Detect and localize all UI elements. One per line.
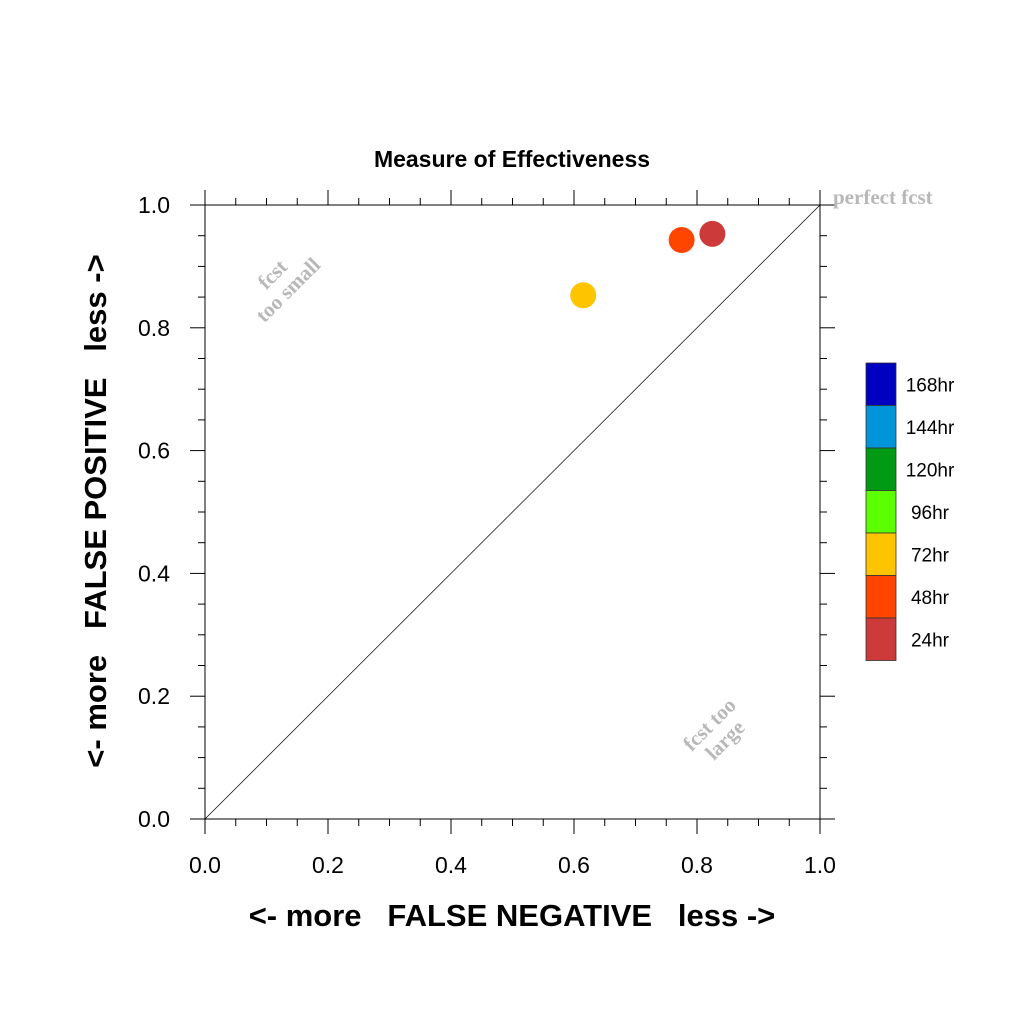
- reference-line: [204, 204, 821, 820]
- legend-swatch-120hr: [865, 447, 897, 491]
- annotation-fcst-too-large: fcst too large: [678, 693, 749, 764]
- legend-label-168hr: 168hr: [906, 375, 955, 396]
- y-tick-label: 1.0: [138, 192, 170, 218]
- legend-label-96hr: 96hr: [911, 503, 950, 524]
- annotation-perfect-fcst: perfect fcst: [833, 185, 933, 209]
- legend-swatch-168hr: [865, 362, 897, 406]
- x-tick-label: 0.4: [435, 852, 467, 878]
- y-tick-label: 0.4: [138, 560, 170, 586]
- legend-swatch-72hr: [865, 532, 897, 576]
- x-tick-label: 0.8: [681, 852, 713, 878]
- annotation-fcst-too-small: fcst too small: [251, 253, 325, 327]
- x-tick-label: 0.6: [558, 852, 590, 878]
- point-24hr: [699, 220, 726, 247]
- annotation-small-line2: too small: [251, 253, 325, 327]
- point-72hr: [570, 282, 597, 309]
- x-tick-label: 0.2: [312, 852, 344, 878]
- y-tick-label: 0.0: [138, 806, 170, 832]
- y-tick-label: 0.2: [138, 683, 170, 709]
- y-tick-label: 0.8: [138, 315, 170, 341]
- legend-swatch-24hr: [865, 617, 897, 661]
- legend-label-120hr: 120hr: [906, 460, 955, 481]
- legend: 168hr 144hr 120hr 96hr 72hr 48hr 24hr: [865, 362, 955, 661]
- legend-label-24hr: 24hr: [911, 630, 950, 651]
- x-tick-label: 0.0: [189, 852, 221, 878]
- chart-title: Measure of Effectiveness: [374, 146, 650, 172]
- y-axis-label: <- more FALSE POSITIVE less ->: [78, 254, 113, 767]
- point-48hr: [668, 226, 695, 253]
- y-tick-label: 0.6: [138, 438, 170, 464]
- legend-swatch-96hr: [865, 490, 897, 534]
- legend-swatch-48hr: [865, 575, 897, 619]
- legend-label-144hr: 144hr: [906, 418, 955, 439]
- plot-area: 0.0 0.2 0.4 0.6 0.8 1.0 0.0 0.2 0.4 0.6 0.8 1.0: [138, 190, 836, 878]
- legend-swatch-144hr: [865, 405, 897, 449]
- legend-label-72hr: 72hr: [911, 545, 950, 566]
- legend-label-48hr: 48hr: [911, 588, 950, 609]
- x-axis-label: <- more FALSE NEGATIVE less ->: [249, 898, 776, 933]
- x-tick-label: 1.0: [804, 852, 836, 878]
